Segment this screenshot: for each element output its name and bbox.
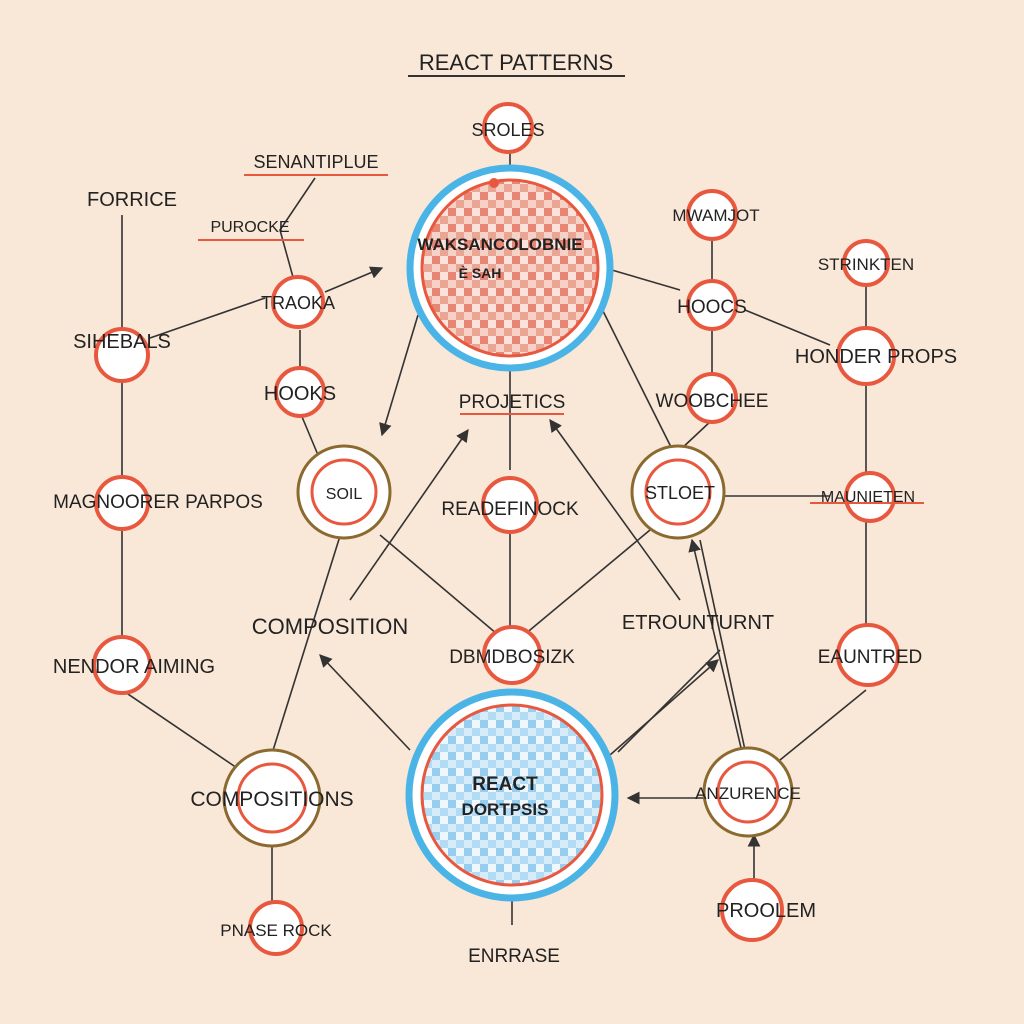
senantiplue-label: SENANTIPLUE	[253, 152, 378, 172]
node-honder-props: HONDER PROPS	[795, 326, 957, 386]
top-hub: WAKSANCOLOBNIE È SAH	[406, 164, 614, 372]
node-hooks-left: HOOKS	[264, 366, 336, 418]
node-readerinock: READEFINOCK	[441, 476, 579, 534]
top-hub-label-line1: WAKSANCOLOBNIE	[417, 235, 582, 254]
node-soil: SOIL	[296, 444, 392, 540]
node-maunieten: MAUNIETEN	[821, 471, 915, 523]
traoka-label: TRAOKA	[261, 293, 335, 313]
node-nendor-aiming: NENDOR AIMING	[53, 635, 215, 695]
node-proolem: PROOLEM	[716, 878, 816, 942]
purocke-label: PUROCKE	[210, 219, 289, 236]
honder-props-label: HONDER PROPS	[795, 346, 957, 368]
strinkten-label: STRINKTEN	[818, 255, 914, 274]
mwamjot-label: MWAMJOT	[672, 206, 759, 225]
node-eauntred: EAUNTRED	[818, 623, 923, 687]
bottom-hub-label-line1: REACT	[472, 774, 538, 795]
hoocs-label: HOOCS	[677, 297, 747, 318]
eauntred-label: EAUNTRED	[818, 647, 923, 668]
enrrase-label: ENRRASE	[468, 946, 560, 967]
top-hub-label-line2: È SAH	[459, 265, 502, 281]
dbmdbosizk-label: DBMDBOSIZK	[449, 647, 575, 668]
etrounturnt-label: ETROUNTURNT	[622, 612, 774, 634]
node-hoocs: HOOCS	[677, 279, 747, 331]
node-sihebals: SIHEBALS	[73, 327, 171, 383]
proolem-label: PROOLEM	[716, 900, 816, 922]
page-title: REACT PATTERNS	[419, 50, 613, 75]
nendor-aiming-label: NENDOR AIMING	[53, 656, 215, 678]
node-compositions: COMPOSITIONS	[190, 748, 354, 848]
sroles-label: SROLES	[471, 120, 544, 140]
node-dbmdbosizk: DBMDBOSIZK	[449, 625, 575, 685]
node-strinkten: STRINKTEN	[818, 239, 914, 287]
compositions-label: COMPOSITIONS	[190, 788, 353, 811]
sihebals-label: SIHEBALS	[73, 331, 171, 353]
node-stloet: STLOET	[630, 444, 726, 540]
magnoprer-parpos-label: MAGNOORER PARPOS	[53, 492, 263, 513]
forrice-label: FORRICE	[87, 189, 177, 211]
pnase-rock-label: PNASE ROCK	[220, 921, 332, 940]
node-sroles: SROLES	[471, 102, 545, 154]
readerinock-label: READEFINOCK	[441, 499, 579, 520]
maunieten-label: MAUNIETEN	[821, 489, 915, 506]
node-anzurence: ANZURENCE	[695, 746, 801, 838]
projetics-label: PROJETICS	[459, 392, 566, 413]
node-pnase-rock: PNASE ROCK	[220, 900, 332, 956]
hooks-left-label: HOOKS	[264, 383, 336, 405]
bottom-hub-label-line2: DORTPSIS	[462, 800, 549, 819]
anzurence-label: ANZURENCE	[695, 784, 801, 803]
bottom-hub: REACT DORTPSIS	[405, 688, 619, 902]
node-mwamjot: MWAMJOT	[672, 189, 760, 241]
node-traoka: TRAOKA	[261, 275, 335, 329]
soil-label: SOIL	[326, 486, 363, 503]
node-magnoprer-parpos: MAGNOORER PARPOS	[53, 475, 263, 531]
node-woobchee: WOOBCHEE	[656, 372, 769, 424]
composition-label: COMPOSITION	[252, 614, 408, 639]
stloet-label: STLOET	[645, 483, 715, 503]
woobchee-label: WOOBCHEE	[656, 391, 769, 412]
